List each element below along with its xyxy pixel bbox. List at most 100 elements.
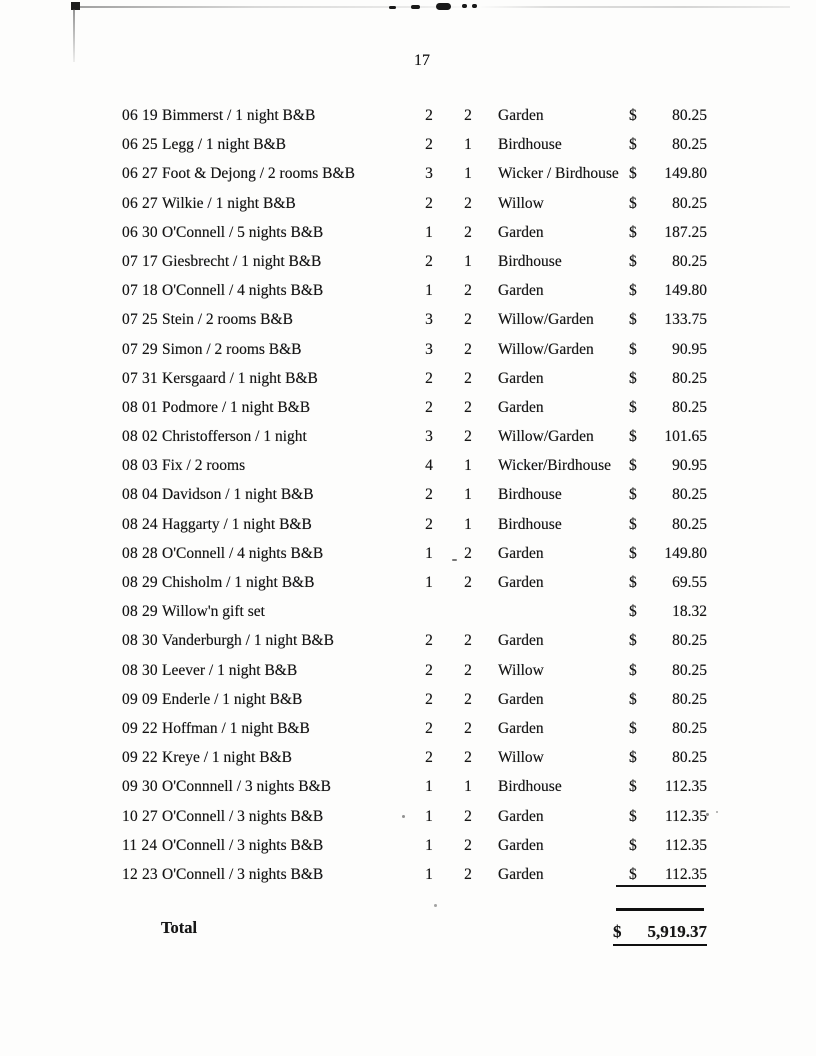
cell-amount: 80.25 [672,486,707,504]
cell-count-2: 1 [464,486,472,504]
cell-count-1: 2 [425,632,433,650]
cell-description: O'Connell / 5 nights B&B [162,223,324,241]
cell-description: Willow'n gift set [162,603,265,621]
cell-date: 12 23 [122,865,158,883]
total-rule [616,908,704,911]
cell-count-2: 2 [464,340,472,358]
cell-room: Garden [498,836,544,854]
cell-count-1: 1 [425,574,433,591]
table-row: 08 03 Fix / 2 rooms 4 1 Wicker/Birdhouse… [122,451,707,480]
cell-count-1: 2 [425,398,433,416]
table-row: 08 29 Chisholm / 1 night B&B 1 2 Garden … [122,568,707,597]
ledger-table: 06 19 Bimmerst / 1 night B&B 2 2 Garden … [122,101,707,889]
cell-room: Wicker / Birdhouse [498,165,619,183]
cell-count-2: 2 [464,574,472,591]
cell-count-1 [414,597,444,626]
cell-description: Kreye / 1 night B&B [162,749,293,767]
cell-room: Willow/Garden [498,311,594,329]
cell-currency: $ [629,574,637,591]
table-row: 09 30 O'Connnell / 3 nights B&B 1 1 Bird… [122,772,707,801]
cell-description: O'Connell / 4 nights B&B [162,282,324,300]
cell-amount: 80.25 [672,136,707,154]
cell-room: Garden [498,865,544,883]
cell-date: 07 29 [122,340,158,358]
cell-count-2: 2 [464,398,472,416]
table-row: 06 27 Wilkie / 1 night B&B 2 2 Willow $ … [122,189,707,218]
cell-count-2: 2 [464,719,472,737]
table-row: 09 22 Kreye / 1 night B&B 2 2 Willow $ 8… [122,743,707,772]
cell-date: 08 02 [122,428,158,446]
table-row: 06 25 Legg / 1 night B&B 2 1 Birdhouse $… [122,130,707,159]
cell-date: 07 17 [122,252,158,270]
cell-currency: $ [629,311,637,329]
cell-count-2: 2 [464,544,472,562]
scan-speck [434,904,437,907]
cell-amount: 80.25 [672,749,707,767]
total-value: 5,919.37 [647,922,708,941]
cell-currency: $ [629,223,637,241]
cell-count-2: 2 [464,807,472,825]
scan-text-fragment [436,3,451,10]
cell-amount: 149.80 [664,544,707,562]
cell-description: Bimmerst / 1 night B&B [162,107,316,124]
cell-room: Birdhouse [498,515,562,533]
cell-date: 07 18 [122,282,158,300]
cell-description: Kersgaard / 1 night B&B [162,369,318,387]
cell-count-1: 1 [425,223,433,241]
cell-room: Garden [498,632,544,650]
cell-amount: 80.25 [672,369,707,387]
cell-amount: 112.35 [664,778,707,796]
cell-amount: 187.25 [664,223,707,241]
cell-count-2: 2 [464,749,472,767]
cell-date: 06 25 [122,136,158,154]
cell-description: Davidson / 1 night B&B [162,486,314,504]
cell-count-2: 2 [464,107,472,124]
total-amount: $ 5,919.37 [613,922,707,946]
cell-amount: 101.65 [664,428,707,446]
cell-amount: 80.25 [672,252,707,270]
scan-speck [716,811,718,813]
cell-description: Stein / 2 rooms B&B [162,311,293,329]
table-row: 07 25 Stein / 2 rooms B&B 3 2 Willow/Gar… [122,305,707,334]
cell-count-1: 4 [425,457,433,475]
cell-date: 09 09 [122,690,158,708]
table-row: 09 22 Hoffman / 1 night B&B 2 2 Garden $… [122,714,707,743]
table-row: 06 19 Bimmerst / 1 night B&B 2 2 Garden … [122,101,707,130]
cell-amount: 112.35 [664,807,707,825]
cell-room: Garden [498,690,544,708]
cell-count-1: 1 [425,865,433,883]
cell-date: 06 27 [122,194,158,212]
table-row: 07 29 Simon / 2 rooms B&B 3 2 Willow/Gar… [122,335,707,364]
cell-currency: $ [629,603,637,621]
cell-currency: $ [629,165,637,183]
cell-description: Haggarty / 1 night B&B [162,515,312,533]
cell-description: O'Connell / 4 nights B&B [162,544,324,562]
cell-date: 06 27 [122,165,158,183]
cell-currency: $ [629,865,637,883]
cell-room: Willow/Garden [498,340,594,358]
cell-amount: 149.80 [664,165,707,183]
table-row: 07 17 Giesbrecht / 1 night B&B 2 1 Birdh… [122,247,707,276]
table-row: 12 23 O'Connell / 3 nights B&B 1 2 Garde… [122,860,707,889]
scan-speck [452,559,457,561]
cell-room: Garden [498,719,544,737]
scan-speck [706,813,709,816]
cell-description: Giesbrecht / 1 night B&B [162,252,322,270]
cell-currency: $ [629,194,637,212]
cell-date: 08 03 [122,457,158,475]
cell-date: 10 27 [122,807,158,825]
table-row: 08 30 Vanderburgh / 1 night B&B 2 2 Gard… [122,626,707,655]
cell-count-1: 2 [425,690,433,708]
cell-date: 11 24 [122,836,158,854]
cell-room: Garden [498,807,544,825]
cell-room: Willow [498,194,544,212]
cell-amount: 80.25 [672,515,707,533]
cell-date: 08 04 [122,486,158,504]
cell-amount: 80.25 [672,632,707,650]
cell-count-2: 1 [464,515,472,533]
table-row: 08 29 Willow'n gift set $ 18.32 [122,597,707,626]
cell-amount: 80.25 [672,719,707,737]
cell-date: 09 22 [122,749,158,767]
cell-currency: $ [629,398,637,416]
cell-date: 09 22 [122,719,158,737]
